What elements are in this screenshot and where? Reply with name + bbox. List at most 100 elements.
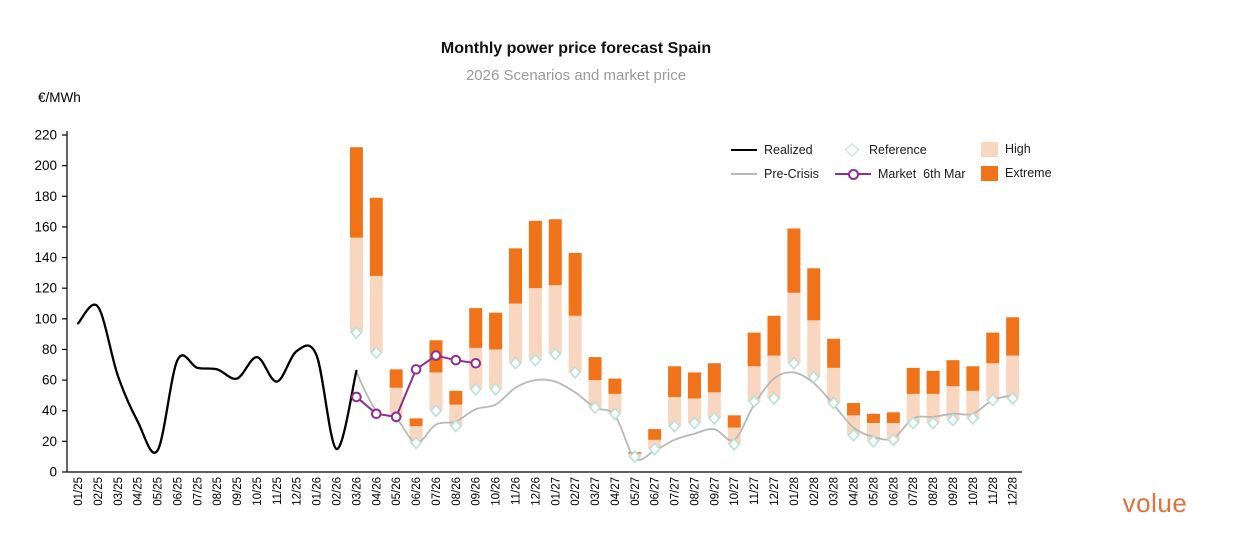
extreme-bar [409,418,423,427]
market-markers [351,350,482,423]
x-tick-label: 08/27 [689,477,701,506]
precrisis-line [355,371,1013,461]
high-bar [588,380,602,408]
extreme-bar [986,332,1000,364]
realized-line [76,303,358,454]
x-tick-label: 10/27 [729,477,741,506]
legend-label-extreme: Extreme [1005,166,1052,180]
reference-diamond [748,394,761,409]
x-tick-label: 11/26 [510,477,522,505]
x-tick-label: 02/25 [93,477,105,506]
x-tick-label: 10/28 [968,477,980,506]
market-point [450,354,462,366]
x-tick-label: 01/27 [550,477,562,506]
high-bar [687,398,701,423]
reference-diamond [927,416,940,430]
x-tick-label: 11/27 [749,477,761,505]
reference-markers [350,325,1019,464]
reference-diamond [847,428,860,442]
x-tick-label: 06/25 [172,477,184,506]
legend-item-pre-crisis: Pre-Crisis [731,166,819,182]
extreme-bar [727,415,741,428]
y-tick-label: 20 [42,434,57,449]
x-tick-label: 12/27 [769,477,781,506]
realized-line-swatch [731,149,757,151]
reference-diamond [449,419,462,433]
high-bar [369,275,383,353]
high-bar [946,386,960,420]
x-tick-label: 04/26 [371,477,383,506]
high-bar [827,367,841,404]
reference-diamond [608,407,622,421]
high-bar [767,355,781,399]
y-tick-label: 160 [34,219,57,234]
extreme-bar [966,366,980,391]
x-tick-label: 04/27 [610,477,622,506]
reference-diamond-icon [844,142,860,158]
x-tick-label: 03/28 [829,477,841,506]
reference-diamond [529,353,542,367]
precrisis-line-swatch [731,173,757,175]
extreme-bar [389,369,403,388]
reference-diamond [668,419,681,433]
extreme-bar [449,390,463,405]
reference-diamond [986,393,999,407]
high-bar [986,363,1000,401]
x-tick-label: 07/25 [192,477,204,506]
chart-title: Monthly power price forecast Spain [440,40,712,57]
legend-item-market: Market 6th Mar [835,166,966,182]
reference-diamond [946,413,960,427]
x-tick-label: 05/25 [153,477,165,506]
reference-diamond [429,404,443,418]
x-tick-label: 06/27 [650,477,662,506]
y-tick-label: 100 [34,311,57,326]
x-tick-label: 07/26 [431,477,443,506]
chart-subtitle: 2026 Scenarios and market price [465,67,687,84]
reference-diamond [648,442,661,456]
x-tick-label: 05/26 [391,477,403,506]
x-tick-label: 03/25 [113,477,125,506]
x-tick-label: 08/28 [928,477,940,506]
extreme-bar [568,252,582,316]
x-tick-label: 09/28 [948,477,960,506]
extreme-bar [687,372,701,399]
x-tick-label: 12/28 [1008,477,1020,506]
extreme-bar [946,360,960,387]
x-tick-label: 07/28 [908,477,920,506]
reference-diamond [767,391,781,406]
high-bar [568,315,582,373]
x-tick-label: 12/26 [530,477,542,506]
y-tick-label: 140 [34,250,57,265]
extreme-bar [787,228,801,293]
high-bar [409,426,423,443]
x-tick-label: 01/25 [73,477,85,506]
reference-diamond [867,434,880,449]
reference-diamond [370,345,383,360]
extreme-bar [1006,317,1020,356]
y-tick-label: 180 [34,189,57,204]
high-bar [906,393,920,423]
high-bar [747,366,761,402]
x-tick-label: 05/28 [868,477,880,506]
reference-diamond [509,356,522,370]
reference-diamond [887,433,900,447]
legend-item-realized: Realized [731,142,813,158]
high-bar [1006,355,1020,399]
reference-diamond [549,347,562,361]
high-bar [429,372,443,411]
reference-diamond [688,416,701,430]
reference-diamond [787,356,800,370]
extreme-bar [668,366,682,397]
legend-label-realized: Realized [764,143,813,157]
x-tick-label: 04/25 [133,477,145,506]
high-bar [787,292,801,364]
reference-diamond [569,365,582,380]
x-tick-label: 03/27 [590,477,602,506]
scenario-bars [349,147,1020,457]
reference-diamond [827,396,840,410]
extreme-bar [807,268,821,321]
market-point [470,357,482,369]
legend-label-pre-crisis: Pre-Crisis [764,167,819,181]
